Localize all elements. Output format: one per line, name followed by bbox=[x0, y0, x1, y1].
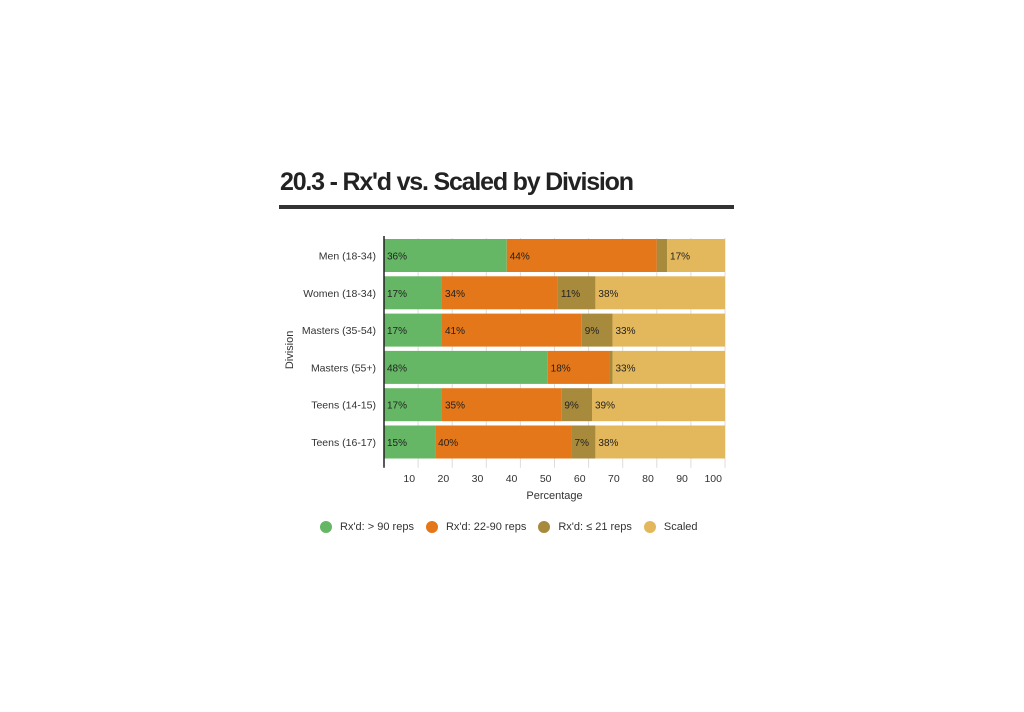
x-tick-label: 100 bbox=[704, 473, 722, 485]
data-label: 9% bbox=[564, 401, 579, 412]
x-tick-label: 90 bbox=[676, 473, 688, 485]
bar-segment bbox=[612, 350, 725, 384]
legend-label: Rx'd: ≤ 21 reps bbox=[558, 521, 632, 533]
bar-segment bbox=[441, 276, 558, 310]
data-label: 9% bbox=[585, 326, 600, 337]
x-tick-label: 50 bbox=[540, 473, 552, 485]
data-label: 7% bbox=[575, 438, 590, 449]
data-label: 17% bbox=[670, 252, 690, 263]
data-label: 18% bbox=[551, 363, 571, 374]
legend: Rx'd: > 90 reps Rx'd: 22-90 reps Rx'd: ≤ 2… bbox=[320, 521, 698, 533]
legend-label: Rx'd: > 90 reps bbox=[340, 521, 414, 533]
bar-segment bbox=[441, 388, 562, 422]
x-tick-label: 10 bbox=[403, 473, 415, 485]
x-tick-label: 80 bbox=[642, 473, 654, 485]
bar-segment bbox=[609, 350, 613, 384]
category-label: Masters (35-54) bbox=[302, 325, 376, 337]
data-label: 33% bbox=[615, 363, 635, 374]
category-label: Women (18-34) bbox=[303, 288, 376, 300]
bar-segment bbox=[592, 388, 725, 422]
title-underline bbox=[279, 205, 734, 209]
x-tick-label: 30 bbox=[472, 473, 484, 485]
data-label: 38% bbox=[598, 289, 618, 300]
bar-segment bbox=[595, 276, 725, 310]
bar-segment bbox=[547, 350, 610, 384]
bar-segment bbox=[561, 388, 593, 422]
x-tick-label: 70 bbox=[608, 473, 620, 485]
bar-segment bbox=[384, 239, 507, 272]
x-tick-label: 60 bbox=[574, 473, 586, 485]
data-label: 38% bbox=[598, 438, 618, 449]
bar-segment bbox=[581, 313, 613, 347]
legend-item: Rx'd: 22-90 reps bbox=[425, 521, 527, 533]
legend-swatch bbox=[320, 521, 332, 533]
bar-segment bbox=[384, 350, 548, 384]
legend-label: Rx'd: 22-90 reps bbox=[445, 521, 527, 533]
bar-segment bbox=[595, 425, 725, 459]
data-label: 40% bbox=[438, 438, 458, 449]
data-label: 41% bbox=[445, 326, 465, 337]
data-label: 15% bbox=[387, 438, 407, 449]
category-label: Masters (55+) bbox=[311, 362, 376, 374]
bar-segment bbox=[656, 239, 668, 272]
data-label: 36% bbox=[387, 252, 407, 263]
y-axis-title: Division bbox=[284, 331, 296, 370]
bar-segment bbox=[667, 239, 725, 272]
data-label: 17% bbox=[387, 326, 407, 337]
bar-segment bbox=[384, 388, 442, 422]
bar-segment bbox=[441, 313, 582, 347]
legend-swatch bbox=[538, 521, 551, 533]
bar-segment bbox=[571, 425, 596, 459]
bar-segment bbox=[557, 276, 596, 310]
legend-item: Rx'd: > 90 reps bbox=[320, 521, 414, 533]
x-tick-label: 20 bbox=[438, 473, 450, 485]
x-axis-title: Percentage bbox=[526, 490, 582, 502]
category-label: Men (18-34) bbox=[319, 251, 376, 263]
data-label: 34% bbox=[445, 289, 465, 300]
bar-segment bbox=[612, 313, 725, 347]
legend-item: Rx'd: ≤ 21 reps bbox=[538, 521, 632, 533]
legend-label: Scaled bbox=[663, 521, 698, 533]
bar-segment bbox=[384, 313, 442, 347]
data-label: 44% bbox=[510, 252, 530, 263]
legend-swatch bbox=[643, 521, 656, 533]
legend-swatch bbox=[425, 521, 438, 533]
bar-segment bbox=[384, 425, 436, 459]
bar-segment bbox=[506, 239, 657, 272]
bar-segment bbox=[435, 425, 572, 459]
data-label: 33% bbox=[615, 326, 635, 337]
data-label: 11% bbox=[561, 289, 580, 300]
data-label: 17% bbox=[387, 401, 407, 412]
data-label: 35% bbox=[445, 401, 465, 412]
bar-segment bbox=[384, 276, 442, 310]
category-label: Teens (16-17) bbox=[311, 437, 376, 449]
data-label: 48% bbox=[387, 363, 407, 374]
x-tick-label: 40 bbox=[506, 473, 518, 485]
category-label: Teens (14-15) bbox=[311, 400, 376, 412]
data-label: 17% bbox=[387, 289, 407, 300]
legend-item: Scaled bbox=[643, 521, 698, 533]
data-label: 39% bbox=[595, 401, 615, 412]
chart-title: 20.3 - Rx'd vs. Scaled by Division bbox=[280, 168, 634, 196]
